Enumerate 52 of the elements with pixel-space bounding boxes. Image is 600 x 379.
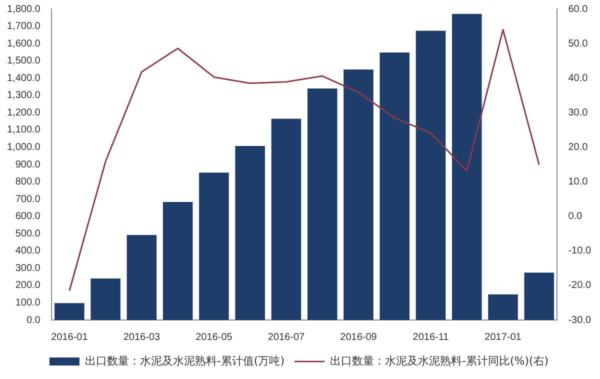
x-tick-label: 2016-11 bbox=[412, 332, 450, 343]
y-tick-label: 1,200.0 bbox=[6, 107, 41, 118]
y2-tick-label: -30.0 bbox=[568, 314, 592, 326]
x-tick-label: 2016-03 bbox=[123, 332, 160, 343]
x-tick-label: 2016-01 bbox=[51, 332, 88, 343]
y-tick-label: 1,800.0 bbox=[6, 4, 41, 15]
y-tick-label: 1,300.0 bbox=[6, 90, 41, 102]
x-tick-label: 2016-09 bbox=[340, 332, 378, 343]
bar bbox=[271, 118, 302, 320]
bar bbox=[380, 52, 410, 320]
y-tick-label: 1,000.0 bbox=[6, 142, 41, 153]
legend-label: 出口数量：水泥及水泥熟料-累计同比(%)(右) bbox=[330, 354, 549, 368]
bar bbox=[344, 69, 374, 320]
y2-tick-label: -20.0 bbox=[568, 280, 592, 292]
x-tick-label: 2016-05 bbox=[196, 332, 233, 343]
y-tick-label: 1,600.0 bbox=[6, 38, 41, 50]
y-tick-label: 800.0 bbox=[15, 176, 41, 188]
bar bbox=[54, 303, 84, 320]
y2-tick-label: 10.0 bbox=[568, 176, 588, 188]
y-tick-label: 1,700.0 bbox=[6, 21, 41, 32]
y-tick-label: 400.0 bbox=[15, 246, 41, 257]
x-tick-label: 2017-01 bbox=[484, 332, 522, 343]
y2-tick-label: 50.0 bbox=[568, 38, 588, 50]
legend-label: 出口数量：水泥及水泥熟料-累计值(万吨) bbox=[84, 354, 284, 368]
y-tick-label: 700.0 bbox=[15, 194, 41, 205]
y2-tick-label: 20.0 bbox=[568, 142, 588, 153]
y-tick-label: 600.0 bbox=[15, 211, 41, 222]
bar bbox=[199, 172, 229, 320]
y-tick-label: 100.0 bbox=[15, 297, 41, 308]
y2-tick-label: -10.0 bbox=[568, 246, 592, 257]
y-tick-label: 1,400.0 bbox=[6, 72, 41, 84]
y2-tick-label: 40.0 bbox=[568, 72, 588, 84]
y-tick-label: 0.0 bbox=[26, 314, 41, 326]
bar bbox=[488, 294, 518, 320]
x-tick-label: 2016-07 bbox=[268, 332, 306, 343]
y-tick-label: 1,100.0 bbox=[6, 124, 41, 136]
y2-tick-label: 0.0 bbox=[568, 211, 583, 222]
bar bbox=[452, 14, 482, 320]
y-tick-label: 1,500.0 bbox=[6, 56, 41, 67]
bar bbox=[416, 30, 446, 320]
y-tick-label: 900.0 bbox=[15, 159, 41, 170]
bar bbox=[126, 234, 157, 320]
bar bbox=[162, 202, 193, 320]
bar bbox=[90, 278, 120, 320]
y2-tick-label: 60.0 bbox=[568, 4, 588, 15]
y-tick-label: 200.0 bbox=[15, 280, 41, 292]
y-tick-label: 500.0 bbox=[15, 228, 41, 240]
bar bbox=[524, 272, 554, 320]
bar bbox=[235, 146, 265, 320]
y-tick-label: 300.0 bbox=[15, 262, 41, 274]
bar bbox=[307, 88, 338, 320]
y2-tick-label: 30.0 bbox=[568, 107, 588, 118]
